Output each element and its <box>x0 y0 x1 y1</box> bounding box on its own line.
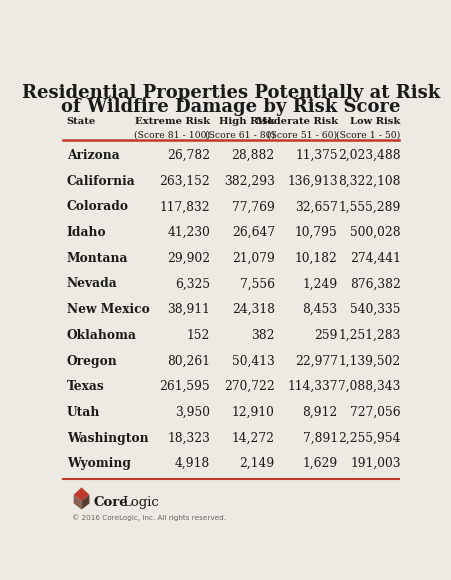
Text: Logic: Logic <box>122 496 159 509</box>
Text: Colorado: Colorado <box>67 201 129 213</box>
Text: 1,629: 1,629 <box>303 457 338 470</box>
Text: 1,139,502: 1,139,502 <box>338 354 400 368</box>
Text: 7,891: 7,891 <box>303 432 338 444</box>
Text: Utah: Utah <box>67 406 100 419</box>
Text: (Score 81 - 100): (Score 81 - 100) <box>134 130 210 140</box>
Text: 38,911: 38,911 <box>167 303 210 316</box>
Text: Arizona: Arizona <box>67 149 120 162</box>
Text: 4,918: 4,918 <box>175 457 210 470</box>
Text: Extreme Risk: Extreme Risk <box>135 117 210 126</box>
Text: 41,230: 41,230 <box>167 226 210 239</box>
Text: (Score 61 - 80): (Score 61 - 80) <box>205 130 275 140</box>
Text: Core: Core <box>94 496 128 509</box>
Text: 500,028: 500,028 <box>350 226 400 239</box>
Text: 10,182: 10,182 <box>295 252 338 265</box>
Text: 540,335: 540,335 <box>350 303 400 316</box>
Text: 24,318: 24,318 <box>232 303 275 316</box>
Text: 8,322,108: 8,322,108 <box>338 175 400 188</box>
Text: 18,323: 18,323 <box>167 432 210 444</box>
Text: 117,832: 117,832 <box>160 201 210 213</box>
Text: 727,056: 727,056 <box>350 406 400 419</box>
Text: Low Risk: Low Risk <box>350 117 400 126</box>
Text: 1,251,283: 1,251,283 <box>338 329 400 342</box>
Text: 77,769: 77,769 <box>232 201 275 213</box>
Text: 21,079: 21,079 <box>232 252 275 265</box>
Text: 3,950: 3,950 <box>175 406 210 419</box>
Text: California: California <box>67 175 136 188</box>
Text: (Score 51 - 60): (Score 51 - 60) <box>267 130 338 140</box>
Text: 14,272: 14,272 <box>232 432 275 444</box>
Polygon shape <box>74 495 82 509</box>
Text: New Mexico: New Mexico <box>67 303 150 316</box>
Text: Montana: Montana <box>67 252 129 265</box>
Text: 270,722: 270,722 <box>224 380 275 393</box>
Text: © 2016 CoreLogic, Inc. All rights reserved.: © 2016 CoreLogic, Inc. All rights reserv… <box>72 514 226 521</box>
Text: Texas: Texas <box>67 380 105 393</box>
Text: (Score 1 - 50): (Score 1 - 50) <box>336 130 400 140</box>
Text: 191,003: 191,003 <box>350 457 400 470</box>
Text: 29,902: 29,902 <box>167 252 210 265</box>
Text: 2,023,488: 2,023,488 <box>338 149 400 162</box>
Text: 8,453: 8,453 <box>303 303 338 316</box>
Text: 876,382: 876,382 <box>350 277 400 291</box>
Text: 26,647: 26,647 <box>232 226 275 239</box>
Text: Washington: Washington <box>67 432 148 444</box>
Text: 152: 152 <box>187 329 210 342</box>
Text: 259: 259 <box>314 329 338 342</box>
Text: 2,149: 2,149 <box>239 457 275 470</box>
Text: 382: 382 <box>251 329 275 342</box>
Polygon shape <box>74 487 89 501</box>
Text: 6,325: 6,325 <box>175 277 210 291</box>
Text: Moderate Risk: Moderate Risk <box>256 117 338 126</box>
Text: 28,882: 28,882 <box>231 149 275 162</box>
Text: State: State <box>67 117 96 126</box>
Text: High Risk: High Risk <box>219 117 275 126</box>
Text: 7,088,343: 7,088,343 <box>338 380 400 393</box>
Text: 22,977: 22,977 <box>295 354 338 368</box>
Text: 1,555,289: 1,555,289 <box>338 201 400 213</box>
Text: 261,595: 261,595 <box>159 380 210 393</box>
Text: 11,375: 11,375 <box>295 149 338 162</box>
Text: 263,152: 263,152 <box>159 175 210 188</box>
Text: 12,910: 12,910 <box>232 406 275 419</box>
Text: 1,249: 1,249 <box>303 277 338 291</box>
Text: 136,913: 136,913 <box>287 175 338 188</box>
Text: 274,441: 274,441 <box>350 252 400 265</box>
Text: 26,782: 26,782 <box>167 149 210 162</box>
Text: Wyoming: Wyoming <box>67 457 131 470</box>
Text: 80,261: 80,261 <box>167 354 210 368</box>
Text: 32,657: 32,657 <box>295 201 338 213</box>
Text: 382,293: 382,293 <box>224 175 275 188</box>
Polygon shape <box>82 495 89 509</box>
Text: 10,795: 10,795 <box>295 226 338 239</box>
Text: Oregon: Oregon <box>67 354 118 368</box>
Text: 7,556: 7,556 <box>240 277 275 291</box>
Text: Oklahoma: Oklahoma <box>67 329 137 342</box>
Text: 8,912: 8,912 <box>303 406 338 419</box>
Text: Idaho: Idaho <box>67 226 106 239</box>
Text: of Wildfire Damage by Risk Score: of Wildfire Damage by Risk Score <box>61 98 401 116</box>
Text: Residential Properties Potentially at Risk: Residential Properties Potentially at Ri… <box>22 84 440 102</box>
Text: 50,413: 50,413 <box>232 354 275 368</box>
Text: 2,255,954: 2,255,954 <box>338 432 400 444</box>
Text: Nevada: Nevada <box>67 277 118 291</box>
Text: 114,337: 114,337 <box>287 380 338 393</box>
